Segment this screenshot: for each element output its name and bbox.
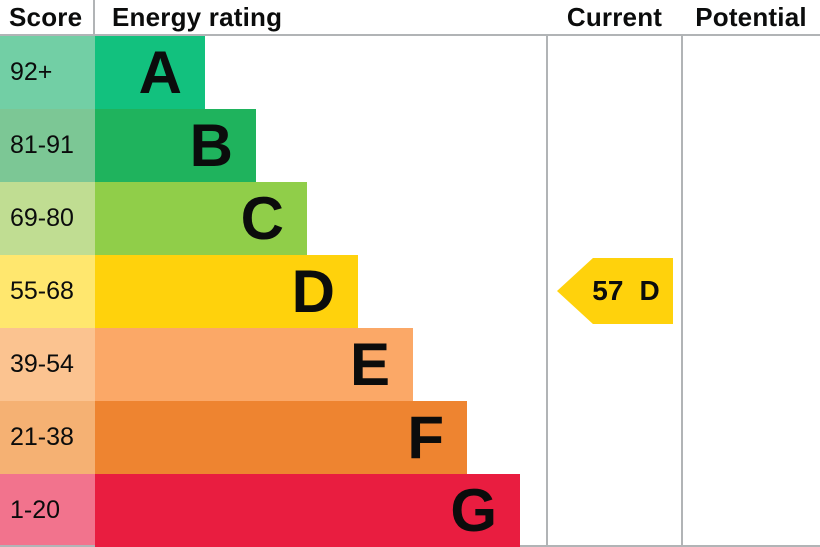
current-rating-arrow: 57 D bbox=[557, 258, 673, 324]
score-range-e: 39-54 bbox=[0, 328, 95, 401]
band-row-e: 39-54 E bbox=[0, 328, 547, 401]
band-bar-f: F bbox=[95, 401, 467, 474]
score-range-d: 55-68 bbox=[0, 255, 95, 328]
band-bar-b: B bbox=[95, 109, 256, 182]
band-row-a: 92+ A bbox=[0, 36, 547, 109]
band-bar-a: A bbox=[95, 36, 205, 109]
header-current: Current bbox=[566, 1, 663, 32]
current-rating-score: 57 bbox=[592, 275, 624, 306]
band-rows: 92+ A 81-91 B 69-80 C 55-68 D 39-54 E 21-38 F 1-20 G bbox=[0, 36, 547, 547]
current-column-divider bbox=[546, 0, 548, 547]
score-range-g: 1-20 bbox=[0, 474, 95, 547]
current-rating-band: D bbox=[639, 275, 660, 306]
score-range-c: 69-80 bbox=[0, 182, 95, 255]
chart-header: Score Energy rating Current Potential bbox=[0, 0, 820, 36]
band-bar-c: C bbox=[95, 182, 307, 255]
potential-column-divider bbox=[681, 0, 683, 547]
band-bar-g: G bbox=[95, 474, 520, 547]
header-energy-rating: Energy rating bbox=[112, 1, 283, 32]
score-range-b: 81-91 bbox=[0, 109, 95, 182]
header-score: Score bbox=[0, 0, 95, 34]
band-bar-d: D bbox=[95, 255, 358, 328]
header-potential: Potential bbox=[695, 1, 807, 32]
band-row-c: 69-80 C bbox=[0, 182, 547, 255]
band-row-f: 21-38 F bbox=[0, 401, 547, 474]
band-row-b: 81-91 B bbox=[0, 109, 547, 182]
band-row-g: 1-20 G bbox=[0, 474, 547, 547]
band-row-d: 55-68 D bbox=[0, 255, 547, 328]
band-bar-e: E bbox=[95, 328, 413, 401]
score-range-a: 92+ bbox=[0, 36, 95, 109]
score-range-f: 21-38 bbox=[0, 401, 95, 474]
